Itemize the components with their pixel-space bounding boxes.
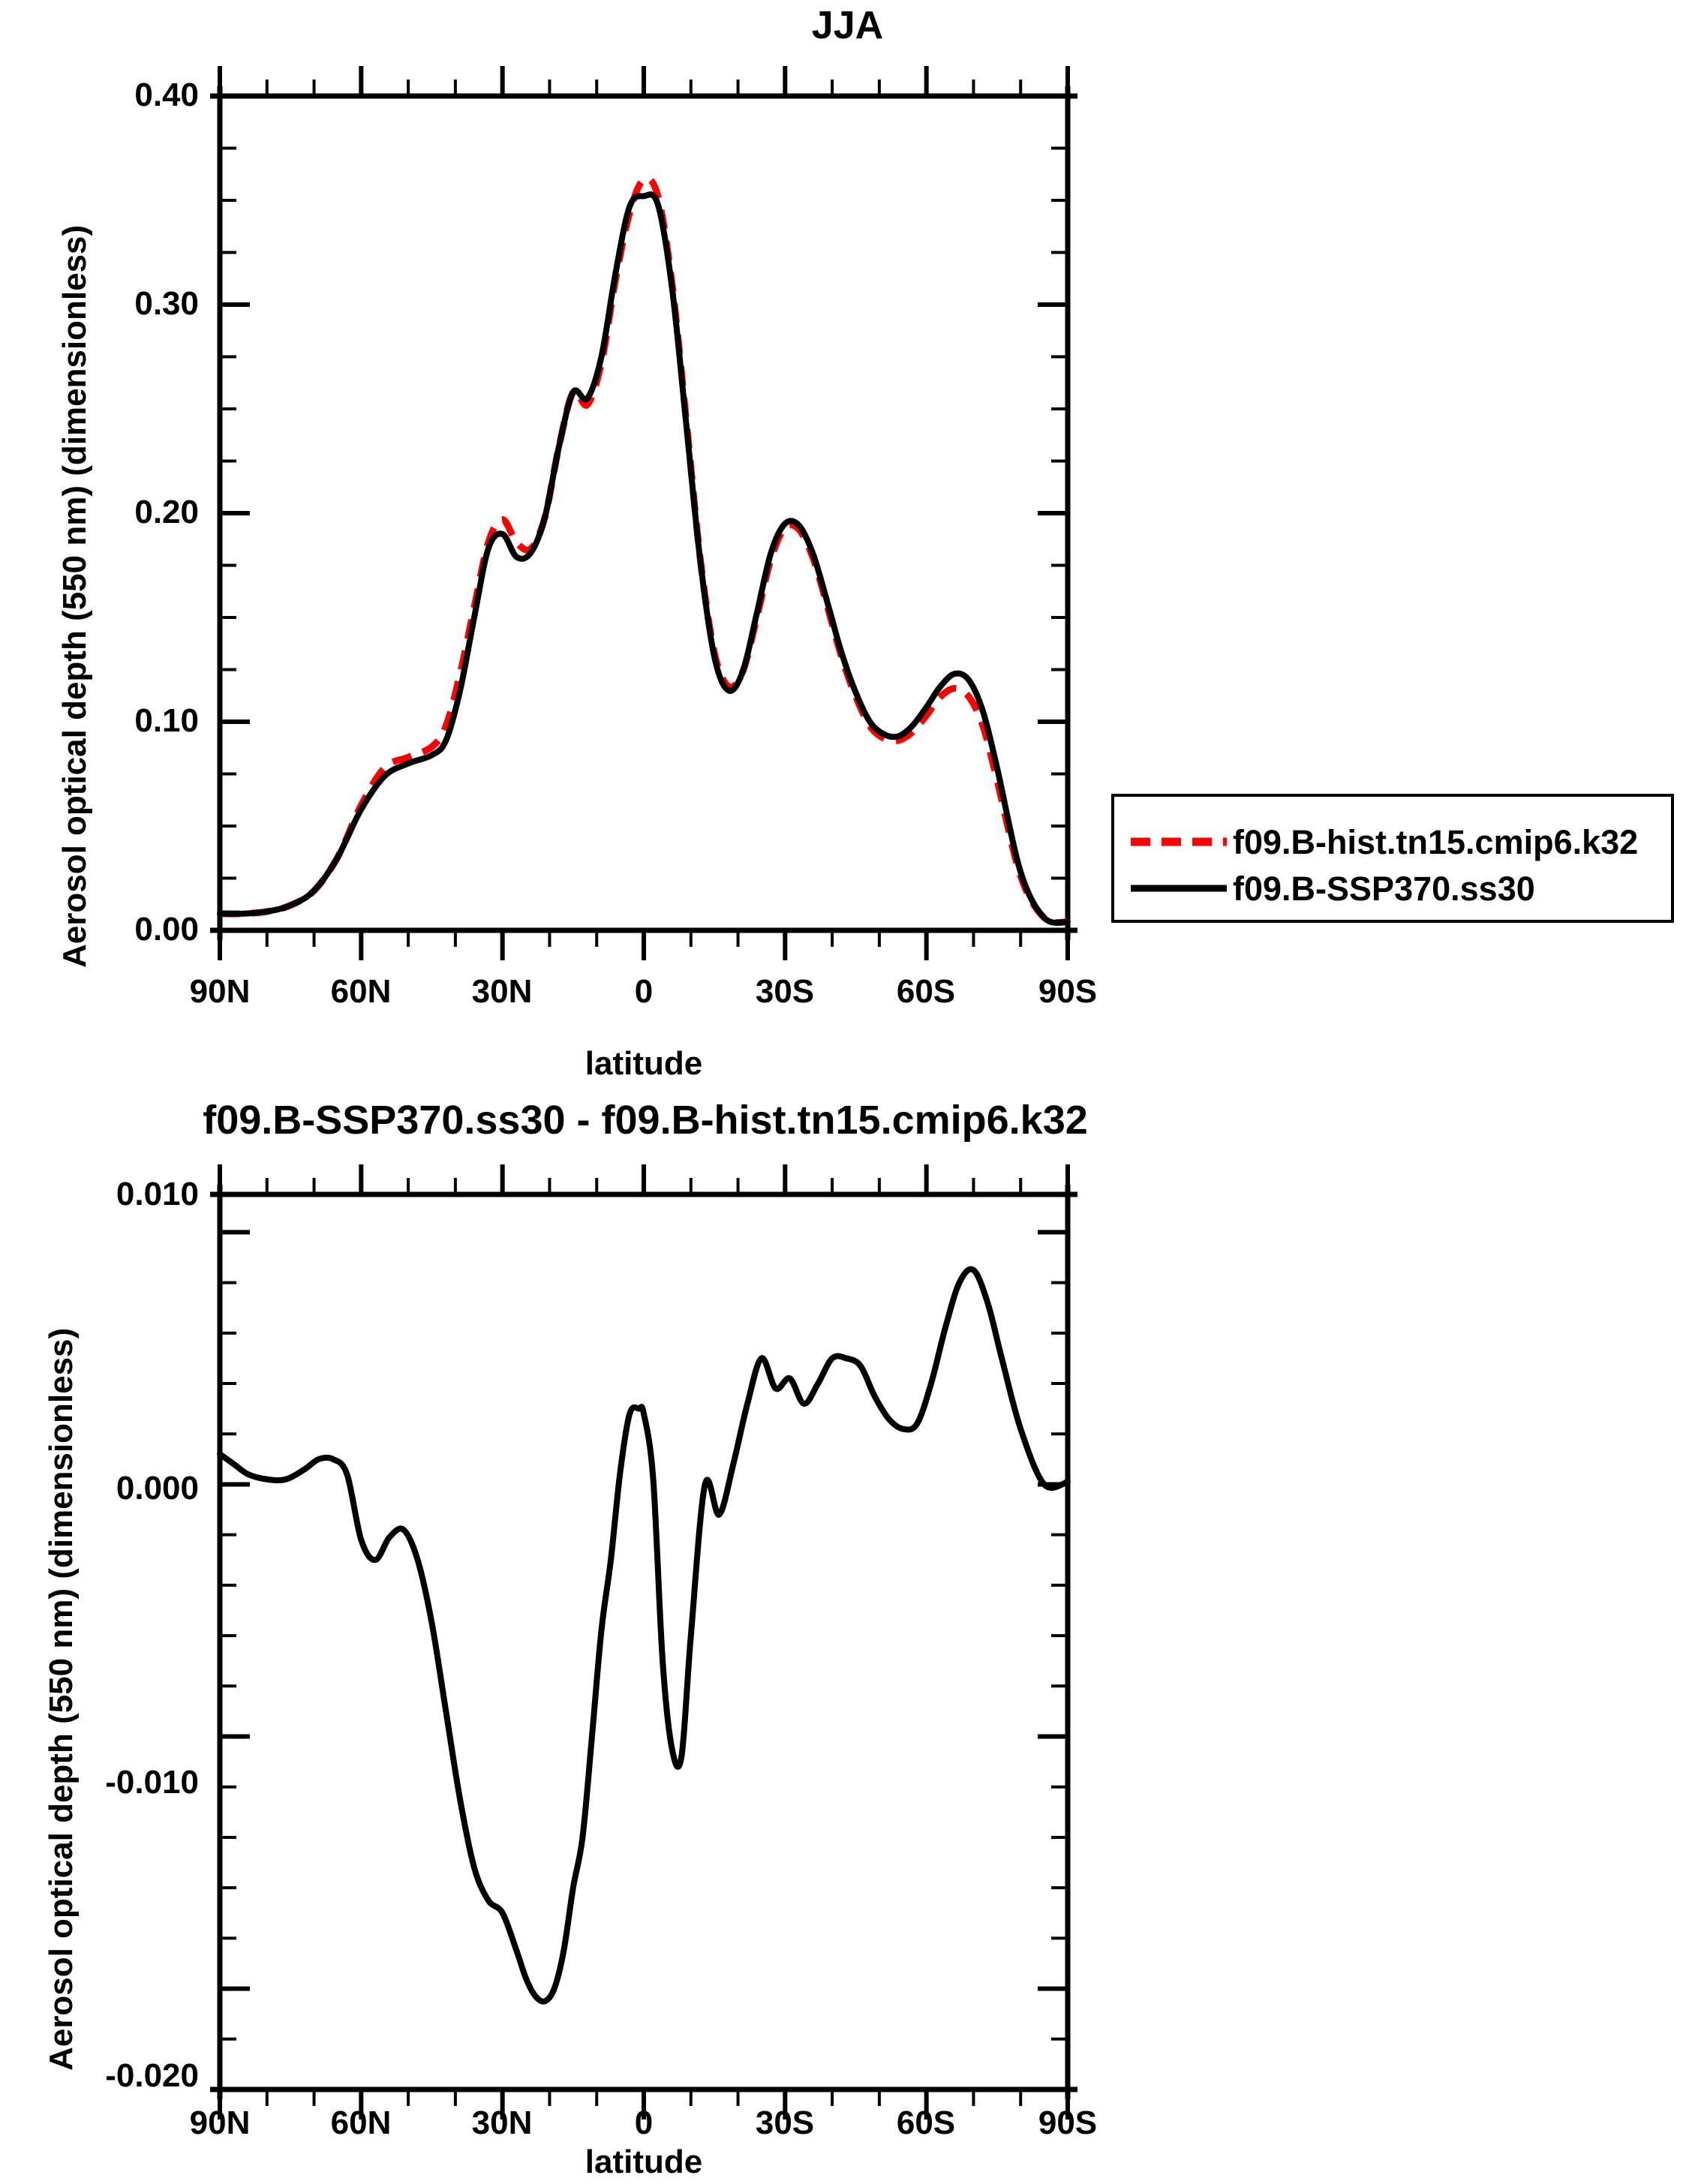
top-ytick-0.00: 0.00 — [134, 911, 199, 948]
top-xtick-30S: 30S — [755, 973, 815, 1010]
legend-entry-ssp370: f09.B-SSP370.ss30 — [1114, 866, 1671, 911]
top-ytick-0.10: 0.10 — [134, 702, 199, 739]
top-xtick-90N: 90N — [189, 973, 251, 1010]
top-xtick-0: 0 — [634, 973, 654, 1010]
top-xtick-30N: 30N — [471, 973, 533, 1010]
bottom-panel-title: f09.B-SSP370.ss30 - f09.B-hist.tn15.cmip… — [203, 1098, 1088, 1143]
bottom-series-diff-line — [217, 1266, 1071, 2005]
legend: f09.B-hist.tn15.cmip6.k32 f09.B-SSP370.s… — [1111, 794, 1674, 923]
top-ytick-0.20: 0.20 — [134, 494, 199, 530]
top-ytick-0.30: 0.30 — [134, 285, 199, 322]
legend-solid-black-swatch-icon — [1131, 881, 1227, 896]
bottom-ytick--0.020: -0.020 — [105, 2057, 199, 2094]
bottom-panel-ticks — [218, 1164, 1070, 2119]
top-xtick-90S: 90S — [1038, 973, 1098, 1010]
top-xtick-60S: 60S — [896, 973, 956, 1010]
top-panel-title: JJA — [811, 4, 884, 47]
top-series-ssp370-line — [217, 191, 1071, 926]
legend-label-ssp370: f09.B-SSP370.ss30 — [1233, 869, 1535, 908]
bottom-ytick-0.010: 0.010 — [116, 1176, 199, 1212]
legend-label-hist: f09.B-hist.tn15.cmip6.k32 — [1233, 822, 1639, 861]
legend-entry-hist: f09.B-hist.tn15.cmip6.k32 — [1114, 819, 1671, 864]
top-panel-plot — [210, 66, 1077, 960]
legend-dashed-red-swatch-icon — [1131, 834, 1227, 849]
top-xtick-60N: 60N — [330, 973, 392, 1010]
bottom-panel-x-axis-label: latitude — [585, 2143, 703, 2180]
bottom-ytick--0.010: -0.010 — [105, 1764, 199, 1801]
bottom-ytick-0.000: 0.000 — [116, 1470, 199, 1507]
top-panel-x-axis-label: latitude — [585, 1045, 703, 1082]
top-panel-ticks — [218, 66, 1070, 960]
top-ytick-0.40: 0.40 — [134, 77, 199, 113]
